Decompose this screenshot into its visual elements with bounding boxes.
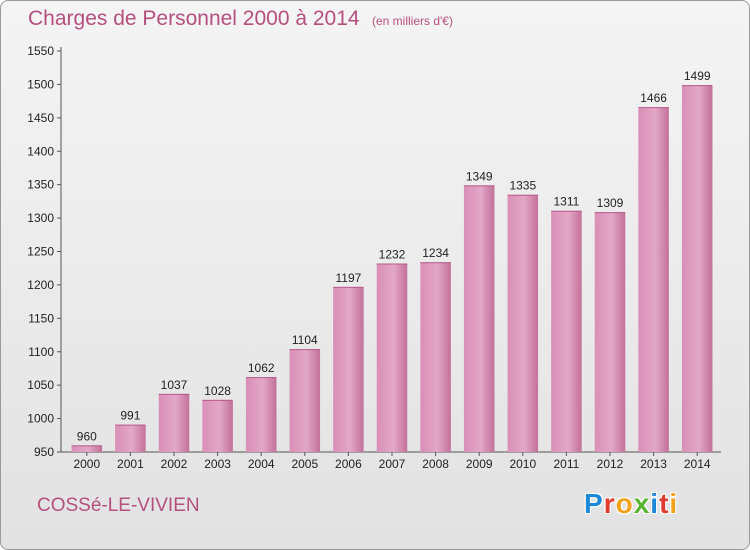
bar-2008	[420, 262, 451, 452]
logo-letter: i	[669, 488, 679, 519]
y-tick-label: 1100	[28, 345, 54, 359]
data-label: 1197	[335, 271, 361, 285]
x-tick-label: 2013	[640, 457, 667, 471]
city-name: COSSé-LE-VIVIEN	[37, 495, 200, 516]
y-tick-label: 1300	[27, 211, 54, 225]
data-label: 1335	[509, 179, 536, 193]
chart-title: Charges de Personnel 2000 à 2014	[28, 7, 360, 30]
x-tick-label: 2011	[553, 457, 579, 471]
logo-letter: x	[633, 488, 651, 519]
x-tick-label: 2009	[466, 457, 493, 471]
bar-2001	[115, 424, 146, 452]
y-tick-label: 1000	[27, 412, 54, 426]
data-label: 1309	[597, 196, 624, 210]
bar-2000	[71, 445, 103, 452]
x-tick-label: 2008	[422, 457, 449, 471]
bar-2006	[333, 286, 364, 452]
data-label: 1037	[161, 378, 188, 392]
bar-2005	[289, 349, 321, 452]
bar-2013	[638, 107, 669, 452]
x-tick-label: 2001	[117, 457, 144, 471]
data-label: 991	[120, 409, 140, 423]
bar-2004	[245, 377, 277, 452]
y-tick-label: 1500	[27, 77, 54, 91]
logo-letter: P	[584, 488, 604, 519]
proxiti-logo: Proxiti	[584, 488, 678, 520]
bar-2011	[551, 210, 582, 452]
bar-2014	[681, 85, 713, 453]
x-tick-label: 2014	[684, 457, 711, 471]
logo-letter: o	[615, 488, 634, 519]
bar-2003	[202, 399, 233, 452]
x-tick-label: 2012	[597, 457, 624, 471]
y-tick-label: 1250	[27, 245, 54, 259]
x-tick-label: 2003	[204, 457, 231, 471]
data-label: 1028	[204, 384, 231, 398]
chart-unit-subtitle: (en milliers d'€)	[372, 14, 453, 28]
bar-2012	[594, 212, 626, 452]
logo-letter: i	[650, 488, 660, 519]
data-label: 1104	[292, 333, 318, 347]
x-tick-label: 2007	[379, 457, 406, 471]
data-label: 1499	[684, 69, 711, 83]
data-label: 960	[77, 429, 97, 443]
x-tick-label: 2002	[161, 457, 188, 471]
y-tick-label: 950	[34, 445, 54, 459]
logo-letter: r	[603, 488, 616, 519]
data-label: 1466	[640, 91, 667, 105]
bar-2002	[158, 393, 190, 452]
data-label: 1349	[466, 169, 493, 183]
x-tick-label: 2010	[509, 457, 536, 471]
y-tick-label: 1550	[27, 44, 54, 58]
y-tick-label: 1400	[27, 144, 54, 158]
bar-2007	[376, 263, 408, 452]
y-tick-label: 1450	[27, 111, 54, 125]
data-label: 1311	[553, 195, 579, 209]
y-tick-label: 1200	[27, 278, 54, 292]
y-tick-label: 1350	[27, 178, 54, 192]
data-label: 1234	[422, 246, 449, 260]
x-tick-label: 2004	[248, 457, 275, 471]
bar-2009	[463, 185, 495, 452]
x-tick-label: 2006	[335, 457, 362, 471]
y-tick-label: 1050	[27, 378, 54, 392]
x-tick-label: 2005	[291, 457, 318, 471]
bar-2010	[507, 194, 539, 453]
logo-letter: t	[659, 488, 670, 519]
x-tick-label: 2000	[73, 457, 100, 471]
data-label: 1062	[248, 361, 275, 375]
data-label: 1232	[379, 248, 406, 262]
y-tick-label: 1150	[28, 311, 54, 325]
